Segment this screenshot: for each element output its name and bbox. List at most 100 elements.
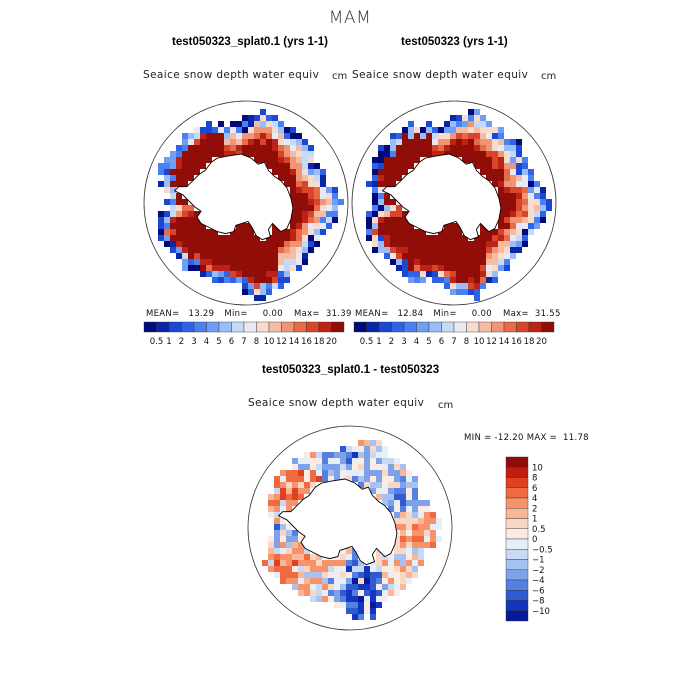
grid-cell bbox=[474, 259, 480, 265]
grid-cell bbox=[516, 187, 522, 193]
grid-cell bbox=[170, 181, 176, 187]
grid-cell bbox=[390, 235, 396, 241]
grid-cell bbox=[444, 265, 450, 271]
colorbar-tick-label: 3 bbox=[401, 337, 406, 347]
grid-cell bbox=[322, 596, 328, 602]
grid-cell bbox=[396, 145, 402, 151]
colorbar-tick-label: 10 bbox=[474, 337, 485, 347]
colorbar-swatch bbox=[505, 610, 529, 622]
colorbar-tick-label: 1 bbox=[376, 337, 381, 347]
grid-cell bbox=[486, 235, 492, 241]
grid-cell bbox=[286, 572, 292, 578]
grid-cell bbox=[394, 458, 400, 464]
grid-cell bbox=[340, 452, 346, 458]
grid-cell bbox=[284, 241, 290, 247]
grid-cell bbox=[394, 566, 400, 572]
grid-cell bbox=[266, 241, 272, 247]
grid-cell bbox=[430, 530, 436, 536]
grid-cell bbox=[316, 572, 322, 578]
grid-cell bbox=[492, 235, 498, 241]
grid-cell bbox=[378, 211, 384, 217]
grid-cell bbox=[456, 259, 462, 265]
grid-cell bbox=[438, 133, 444, 139]
grid-cell bbox=[254, 145, 260, 151]
grid-cell bbox=[376, 494, 382, 500]
grid-cell bbox=[224, 151, 230, 157]
season-title: MAM bbox=[328, 8, 372, 28]
grid-cell bbox=[510, 235, 516, 241]
grid-cell bbox=[260, 139, 266, 145]
grid-cell bbox=[320, 211, 326, 217]
grid-cell bbox=[462, 259, 468, 265]
colorbar-tick-label: −0.5 bbox=[532, 545, 553, 555]
grid-cell bbox=[450, 151, 456, 157]
grid-cell bbox=[200, 271, 206, 277]
grid-cell bbox=[290, 223, 296, 229]
grid-cell bbox=[346, 584, 352, 590]
grid-cell bbox=[298, 542, 304, 548]
grid-cell bbox=[346, 452, 352, 458]
grid-cell bbox=[420, 241, 426, 247]
grid-cell bbox=[376, 446, 382, 452]
grid-cell bbox=[366, 211, 372, 217]
grid-cell bbox=[334, 566, 340, 572]
grid-cell bbox=[400, 500, 406, 506]
grid-cell bbox=[390, 241, 396, 247]
grid-cell bbox=[400, 536, 406, 542]
grid-cell bbox=[528, 217, 534, 223]
grid-cell bbox=[418, 512, 424, 518]
grid-cell bbox=[272, 283, 278, 289]
grid-cell bbox=[290, 145, 296, 151]
grid-cell bbox=[390, 145, 396, 151]
grid-cell bbox=[248, 247, 254, 253]
grid-cell bbox=[384, 253, 390, 259]
grid-cell bbox=[314, 187, 320, 193]
grid-cell bbox=[528, 229, 534, 235]
grid-cell bbox=[266, 289, 272, 295]
grid-cell bbox=[272, 265, 278, 271]
grid-cell bbox=[182, 265, 188, 271]
grid-cell bbox=[352, 452, 358, 458]
grid-cell bbox=[498, 187, 504, 193]
grid-cell bbox=[534, 205, 540, 211]
colorbar-tick-label: 8 bbox=[532, 474, 537, 484]
grid-cell bbox=[292, 536, 298, 542]
grid-cell bbox=[346, 566, 352, 572]
grid-cell bbox=[212, 271, 218, 277]
grid-cell bbox=[308, 175, 314, 181]
grid-cell bbox=[326, 193, 332, 199]
grid-cell bbox=[384, 145, 390, 151]
grid-cell bbox=[468, 271, 474, 277]
grid-cell bbox=[388, 464, 394, 470]
grid-cell bbox=[236, 145, 242, 151]
grid-cell bbox=[414, 229, 420, 235]
grid-cell bbox=[456, 241, 462, 247]
grid-cell bbox=[328, 458, 334, 464]
grid-cell bbox=[420, 271, 426, 277]
grid-cell bbox=[328, 566, 334, 572]
grid-cell bbox=[358, 584, 364, 590]
grid-cell bbox=[212, 127, 218, 133]
grid-cell bbox=[394, 512, 400, 518]
grid-cell bbox=[390, 175, 396, 181]
grid-cell bbox=[480, 127, 486, 133]
grid-cell bbox=[390, 151, 396, 157]
grid-cell bbox=[176, 211, 182, 217]
grid-cell bbox=[170, 223, 176, 229]
grid-cell bbox=[456, 121, 462, 127]
grid-cell bbox=[394, 554, 400, 560]
grid-cell bbox=[206, 127, 212, 133]
grid-cell bbox=[376, 452, 382, 458]
grid-cell bbox=[260, 121, 266, 127]
grid-cell bbox=[420, 151, 426, 157]
grid-cell bbox=[182, 217, 188, 223]
grid-cell bbox=[158, 163, 164, 169]
right-mean-value: 12.84 bbox=[397, 309, 424, 319]
grid-cell bbox=[170, 241, 176, 247]
grid-cell bbox=[248, 127, 254, 133]
grid-cell bbox=[280, 542, 286, 548]
colorbar-swatch bbox=[505, 508, 529, 519]
grid-cell bbox=[170, 235, 176, 241]
grid-cell bbox=[402, 235, 408, 241]
grid-cell bbox=[376, 554, 382, 560]
